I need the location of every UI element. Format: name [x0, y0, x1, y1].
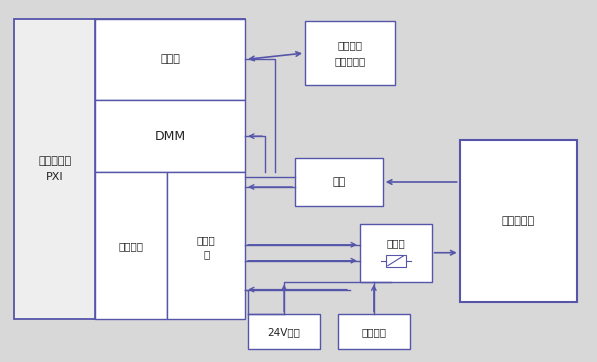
Bar — [14, 18, 245, 320]
Bar — [338, 315, 410, 349]
Bar — [167, 172, 245, 320]
Bar — [96, 18, 245, 100]
Bar — [360, 224, 432, 282]
Text: 针床: 针床 — [333, 177, 346, 187]
Text: 元: 元 — [203, 249, 210, 259]
Text: 继电器: 继电器 — [386, 238, 405, 248]
Text: 标、显示器: 标、显示器 — [334, 56, 365, 66]
Text: 接口单: 接口单 — [197, 235, 216, 245]
Text: 被测电路板: 被测电路板 — [502, 216, 535, 226]
Bar — [295, 158, 383, 206]
Text: DMM: DMM — [155, 130, 186, 143]
Text: 控制器: 控制器 — [161, 54, 180, 64]
Bar — [386, 255, 406, 267]
Text: 用户设备: 用户设备 — [361, 327, 386, 337]
Text: 键盘、鼠: 键盘、鼠 — [337, 40, 362, 50]
Text: 工业计算机: 工业计算机 — [38, 156, 71, 166]
Bar — [248, 315, 320, 349]
Bar — [96, 172, 167, 320]
Text: 矩阵开关: 矩阵开关 — [119, 241, 144, 251]
Bar — [305, 21, 395, 85]
Text: PXI: PXI — [46, 172, 63, 182]
Bar — [96, 100, 245, 172]
Bar — [460, 140, 577, 302]
Text: 24V电源: 24V电源 — [267, 327, 300, 337]
